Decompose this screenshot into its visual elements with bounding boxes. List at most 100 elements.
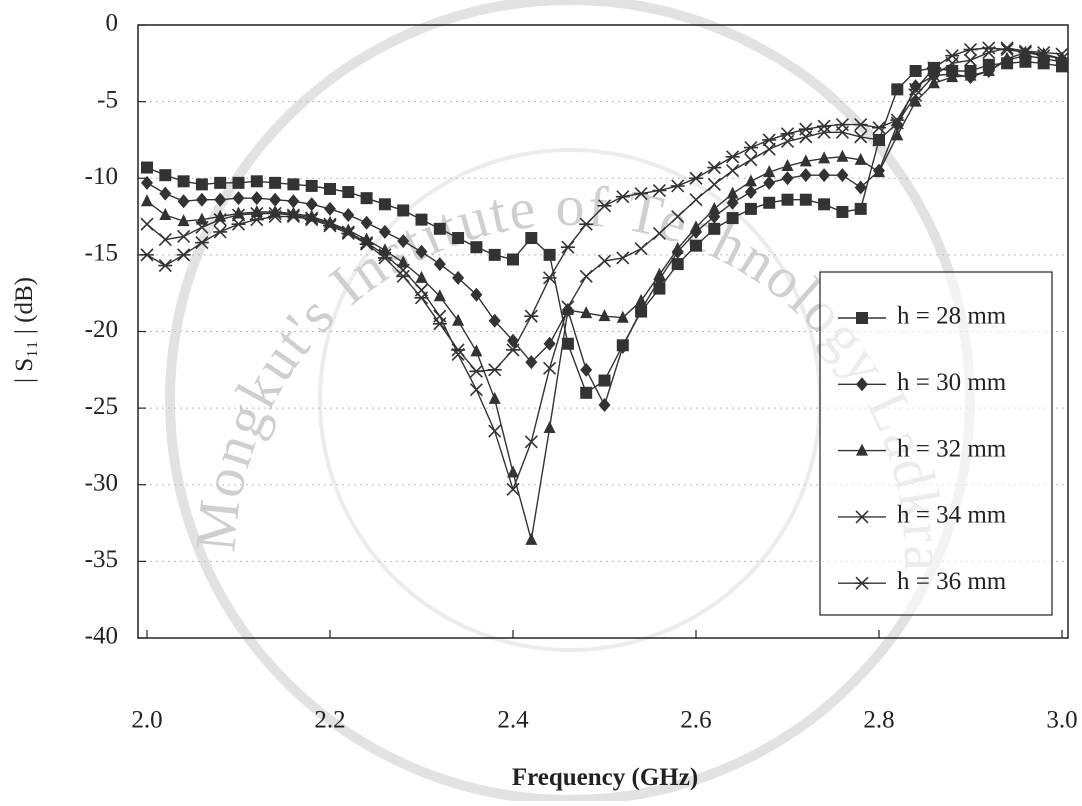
legend-label: h = 28 mm [897,303,1007,330]
x-tick-label: 2.2 [314,707,345,734]
marker [836,150,848,162]
marker [580,270,592,282]
marker [525,533,537,545]
marker [379,198,391,210]
marker [599,255,611,267]
marker [452,232,464,244]
marker [580,387,592,399]
marker [324,202,336,216]
marker [707,162,721,174]
marker [800,194,812,206]
marker [233,177,245,189]
marker [213,226,227,238]
marker [196,193,208,207]
marker [817,120,831,132]
marker [708,223,720,235]
marker [469,365,483,377]
marker [708,178,720,190]
marker [507,253,519,265]
marker [855,203,867,215]
marker [745,154,757,166]
x-tick-label: 2.8 [863,707,894,734]
marker [434,223,446,235]
y-axis-title: | S₁₁ | (dB) [11,277,38,383]
marker [433,318,447,330]
marker [726,151,740,163]
marker [762,134,776,146]
marker [141,194,153,206]
y-tick-label: -10 [85,163,118,190]
marker [287,194,299,208]
marker [782,194,794,206]
marker [470,241,482,253]
marker [524,310,538,322]
legend-label: h = 30 mm [897,369,1007,396]
y-tick-label: -5 [97,86,118,113]
marker [672,258,684,270]
marker [159,169,171,181]
y-tick-label: -30 [85,469,118,496]
marker [251,191,263,205]
marker [141,218,153,230]
marker [544,249,556,261]
marker [233,191,245,205]
marker [799,123,813,135]
marker [158,260,172,272]
legend-label: h = 34 mm [897,502,1007,529]
marker [525,232,537,244]
marker [434,289,446,301]
marker [599,375,611,387]
marker [891,83,903,95]
y-tick-label: -20 [85,316,118,343]
marker [214,177,226,189]
marker [580,363,592,377]
marker [836,206,848,218]
marker [287,178,299,190]
marker [488,364,502,376]
marker [910,65,922,77]
y-tick-label: 0 [106,10,119,37]
marker [489,249,501,261]
marker [744,142,758,154]
marker [397,204,409,216]
marker [342,186,354,198]
marker [416,214,428,226]
legend-label: h = 36 mm [897,568,1007,595]
marker [818,168,830,182]
marker [470,384,482,396]
marker [836,168,848,182]
marker [269,193,281,207]
marker [856,312,868,324]
marker [599,398,611,412]
x-tick-label: 2.6 [680,707,711,734]
x-axis-title: Frequency (GHz) [512,764,698,791]
marker [835,119,849,131]
chart: King Mongkut's Institute of Technology L… [0,0,1082,801]
marker [782,171,794,185]
marker [452,271,464,285]
marker [361,216,373,230]
y-tick-label: -35 [85,546,118,573]
marker [763,176,775,190]
marker [763,197,775,209]
marker [159,208,171,220]
marker [324,183,336,195]
marker [727,212,739,224]
marker [872,122,886,134]
x-tick-label: 2.4 [497,707,529,734]
marker [800,168,812,182]
marker [745,185,757,199]
x-tick-label: 2.0 [131,707,162,734]
marker [727,187,739,199]
marker [745,203,757,215]
marker [561,241,575,253]
legend-label: h = 32 mm [897,435,1007,462]
marker [727,165,739,177]
marker [964,44,978,56]
marker [269,205,281,217]
marker [544,421,556,433]
marker [543,272,557,284]
marker [178,230,190,242]
marker [269,177,281,189]
marker [415,292,429,304]
